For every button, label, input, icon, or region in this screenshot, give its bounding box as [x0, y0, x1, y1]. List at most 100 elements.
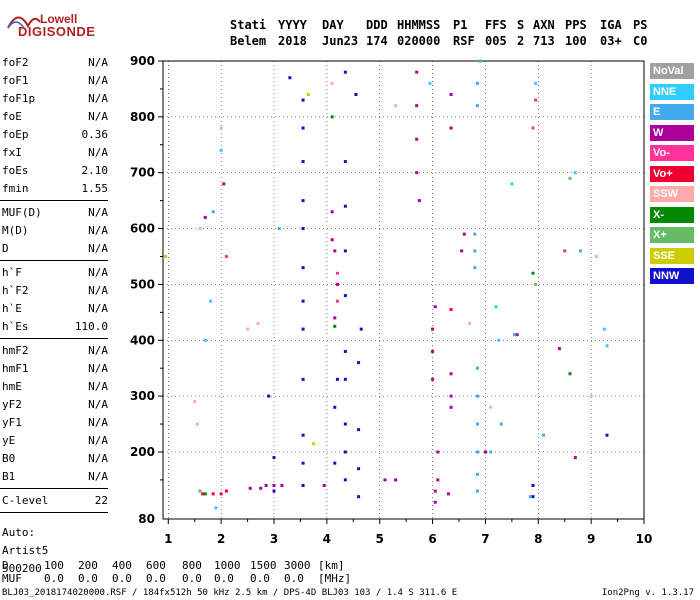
echo-point-ssw: [468, 322, 472, 326]
param-label: h`E: [2, 302, 22, 315]
param-label: B1: [2, 470, 16, 483]
echo-point-e: [476, 81, 479, 85]
y-tick-label: 600: [130, 222, 155, 236]
echo-point-nnw: [272, 489, 276, 493]
logo-wordmark-bottom: DIGISONDE: [18, 24, 96, 39]
echo-point-sse: [312, 442, 316, 446]
echo-point-w: [333, 316, 337, 320]
echo-point-nne: [219, 148, 223, 152]
param-value: N/A: [88, 146, 108, 159]
echo-point-e: [478, 59, 482, 63]
footer-value: 200: [78, 559, 98, 572]
param-label: h`Es: [2, 320, 29, 333]
echo-point-w: [436, 450, 440, 454]
echo-point-x: [203, 492, 207, 496]
echo-point-nnw: [343, 377, 347, 381]
echo-point-w: [449, 126, 453, 130]
legend-item-nne: NNE: [650, 83, 694, 100]
echo-point-nnw: [357, 495, 361, 499]
echo-point-x: [531, 271, 535, 275]
echo-point-w: [272, 483, 276, 487]
echo-point-nnw: [333, 461, 337, 465]
param-value: N/A: [88, 74, 108, 87]
header-label: YYYY: [278, 18, 307, 32]
param-label: h`F: [2, 266, 22, 279]
x-tick-label: 8: [534, 532, 542, 546]
header-label: AXN: [533, 18, 555, 32]
echo-point-nnw: [301, 160, 305, 164]
legend-item-x: X-: [650, 206, 694, 223]
header-value: Belem: [230, 34, 267, 48]
echo-point-nnw: [357, 467, 361, 471]
echo-point-nnw: [301, 199, 305, 203]
param-label: B0: [2, 452, 16, 465]
param-value: N/A: [88, 398, 108, 411]
echo-point-nnw: [343, 294, 347, 298]
footer-value: 100: [44, 559, 64, 572]
echo-point-nnw: [288, 76, 292, 80]
echo-point-nne: [534, 81, 538, 85]
panel-separator: [0, 260, 108, 261]
echo-point-nnw: [343, 349, 347, 353]
echo-point-w: [449, 394, 453, 398]
param-value: N/A: [88, 206, 108, 219]
echo-point-nnw: [354, 93, 358, 97]
header-label: S: [517, 18, 525, 32]
footer-value: 0.0: [44, 572, 64, 585]
echo-point-nnw: [272, 456, 276, 460]
header-label: PS: [633, 18, 648, 32]
param-label: hmF2: [2, 344, 29, 357]
echo-point-nnw: [343, 422, 347, 426]
x-tick-label: 9: [587, 532, 595, 546]
echo-point-e: [489, 450, 493, 454]
echo-point-e: [277, 227, 281, 231]
y-tick-label: 400: [130, 333, 155, 347]
echo-point-nne: [605, 344, 609, 348]
param-label: foE: [2, 110, 22, 123]
param-label: foF1p: [2, 92, 36, 105]
echo-point-w: [248, 486, 252, 490]
echo-point-e: [211, 210, 215, 214]
param-value: 2.10: [81, 164, 109, 177]
header-value: 174: [366, 34, 388, 48]
footer-value: [km]: [318, 559, 345, 572]
echo-point-w: [449, 372, 453, 376]
param-label: foF2: [2, 56, 29, 69]
echo-point-e: [499, 422, 503, 426]
param-label: hmE: [2, 380, 22, 393]
y-tick-label: 800: [130, 110, 155, 124]
header-value: Jun23: [322, 34, 359, 48]
x-tick-label: 10: [636, 532, 653, 546]
header-value: 713: [533, 34, 555, 48]
param-label: foEs: [2, 164, 29, 177]
echo-point-ssw: [394, 104, 398, 108]
echo-point-x: [330, 115, 334, 119]
echo-point-nnw: [301, 483, 305, 487]
echo-point-nnw: [301, 461, 305, 465]
echo-point-nnw: [531, 495, 535, 499]
echo-point-nnw: [605, 433, 609, 437]
legend-item-vo: Vo-: [650, 145, 694, 161]
param-label: yF2: [2, 398, 22, 411]
echo-point-nnw: [301, 266, 305, 270]
echo-point-e: [476, 104, 479, 108]
header-value: 020000: [397, 34, 441, 48]
echo-point-e: [476, 394, 479, 398]
echo-point-e: [473, 249, 477, 253]
param-value: N/A: [88, 452, 108, 465]
echo-point-vo: [219, 492, 223, 496]
echo-point-e: [476, 450, 479, 454]
param-value: N/A: [88, 92, 108, 105]
footer-value: 3000: [284, 559, 311, 572]
y-tick-label: 900: [130, 54, 155, 68]
echo-point-w: [433, 500, 437, 504]
footer-value: 400: [112, 559, 132, 572]
echo-point-e: [528, 495, 532, 499]
x-tick-label: 6: [428, 532, 436, 546]
echo-point-w: [259, 486, 263, 490]
panel-separator: [0, 338, 108, 339]
echo-point-vo: [201, 492, 205, 496]
legend-item-nnw: NNW: [650, 268, 694, 284]
plot-frame: [162, 60, 645, 520]
